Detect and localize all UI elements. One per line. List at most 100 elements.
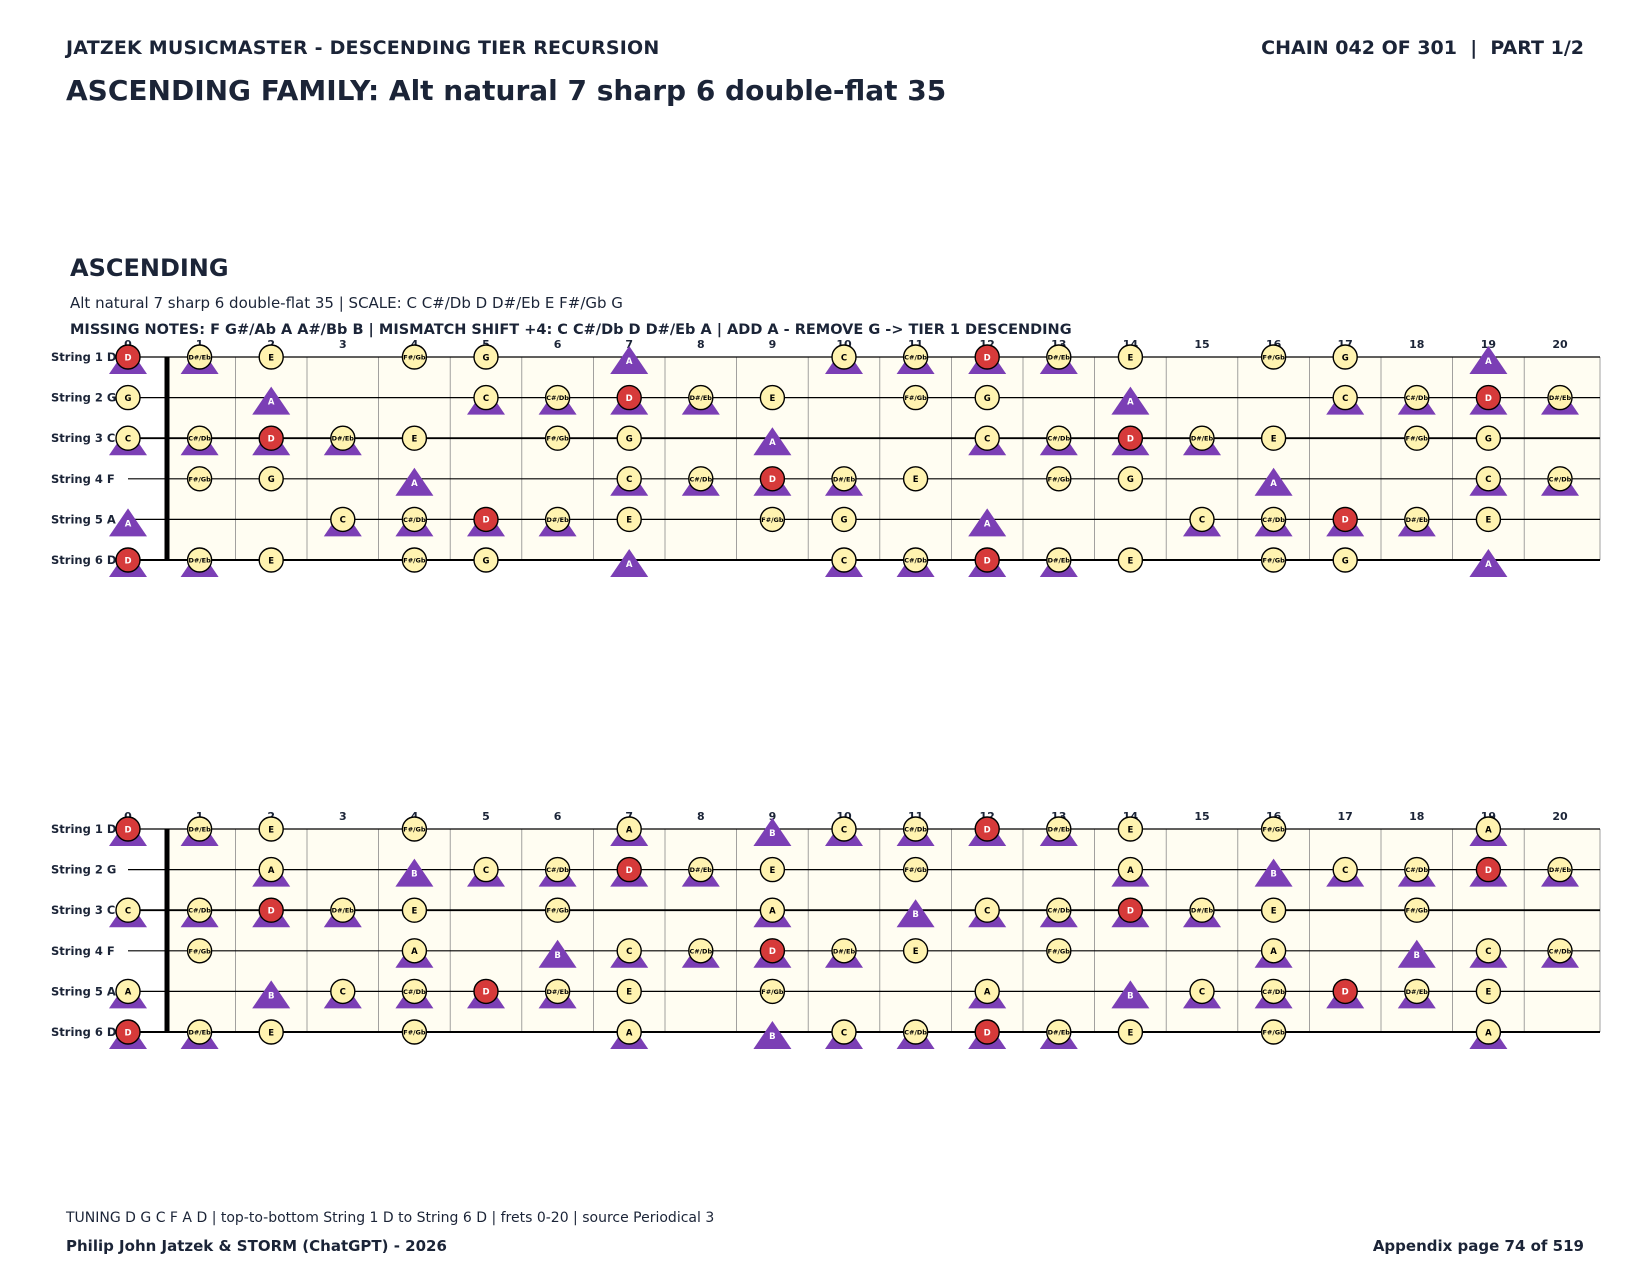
note-marker: G bbox=[974, 384, 1000, 411]
note-marker: A bbox=[1254, 938, 1293, 968]
note-label: E bbox=[268, 556, 274, 566]
root-note-circle bbox=[1332, 506, 1358, 533]
note-label: C bbox=[483, 866, 489, 876]
scale-note-circle bbox=[258, 344, 284, 370]
string-label: String 3 C bbox=[51, 431, 115, 445]
note-marker: D#/Eb bbox=[825, 938, 863, 968]
target-triangle bbox=[395, 858, 434, 887]
scale-note-circle bbox=[1189, 506, 1215, 533]
note-marker: C bbox=[323, 506, 362, 537]
note-marker: A bbox=[1469, 549, 1508, 577]
note-marker: G bbox=[473, 547, 499, 573]
scale-note-circle bbox=[902, 344, 929, 370]
string-label: String 4 F bbox=[51, 944, 115, 958]
tuning-footnote: TUNING D G C F A D | top-to-bottom Strin… bbox=[66, 1210, 715, 1226]
note-marker: D#/Eb bbox=[180, 344, 219, 374]
note-label: C#/Db bbox=[1405, 394, 1428, 402]
note-marker: E bbox=[1117, 816, 1144, 842]
note-marker: A bbox=[753, 897, 792, 928]
scale-note-circle bbox=[401, 816, 428, 842]
note-marker: D#/Eb bbox=[323, 897, 362, 928]
note-marker: E bbox=[1260, 425, 1287, 451]
fret-number: 19 bbox=[1481, 338, 1496, 351]
note-label: A bbox=[1485, 1028, 1492, 1038]
note-label: E bbox=[769, 394, 775, 404]
note-label: G bbox=[626, 435, 633, 445]
note-marker: D bbox=[252, 425, 291, 456]
note-label: G bbox=[483, 353, 490, 363]
fret-number: 20 bbox=[1552, 338, 1568, 351]
note-marker: B bbox=[538, 939, 577, 968]
note-marker: C#/Db bbox=[1254, 506, 1293, 537]
scale-note-circle bbox=[616, 506, 642, 533]
fret-number: 18 bbox=[1409, 338, 1424, 351]
fret-number: 15 bbox=[1194, 338, 1209, 351]
note-label: E bbox=[913, 947, 919, 957]
note-marker: C bbox=[1469, 938, 1508, 968]
fret-number: 17 bbox=[1338, 810, 1353, 823]
note-label: E bbox=[769, 866, 775, 876]
scale-note-circle bbox=[1046, 897, 1072, 923]
fret-number: 15 bbox=[1194, 810, 1209, 823]
fret-number: 5 bbox=[482, 810, 490, 823]
scale-note-circle bbox=[401, 897, 428, 923]
scale-note-circle bbox=[902, 547, 929, 573]
scale-note-circle bbox=[1260, 506, 1287, 533]
target-triangle bbox=[610, 346, 649, 374]
scale-note-circle bbox=[1332, 384, 1358, 411]
scale-note-circle bbox=[974, 425, 1000, 451]
scale-note-circle bbox=[688, 384, 714, 411]
note-marker: D#/Eb bbox=[1039, 547, 1078, 577]
note-label: C#/Db bbox=[403, 516, 426, 524]
note-label: D bbox=[1485, 394, 1492, 404]
note-label: C bbox=[125, 907, 131, 917]
note-label: C#/Db bbox=[904, 826, 927, 834]
note-label: D bbox=[124, 825, 131, 835]
section-heading: ASCENDING bbox=[70, 254, 229, 282]
note-label: F#/Gb bbox=[546, 435, 569, 443]
note-label: A bbox=[1127, 398, 1134, 408]
note-marker: B bbox=[753, 1021, 792, 1049]
note-marker: C bbox=[1469, 466, 1508, 496]
note-marker: C bbox=[1183, 506, 1221, 537]
scale-note-circle bbox=[186, 425, 213, 451]
note-marker: D bbox=[1326, 506, 1365, 537]
note-label: C bbox=[841, 1028, 847, 1038]
note-label: D#/Eb bbox=[1048, 826, 1071, 834]
note-marker: G bbox=[1475, 425, 1502, 451]
note-label: E bbox=[1271, 907, 1277, 917]
scale-note-circle bbox=[1046, 938, 1072, 964]
note-label: G bbox=[841, 516, 848, 526]
note-marker: A bbox=[1111, 386, 1150, 415]
note-marker: D#/Eb bbox=[1183, 425, 1221, 456]
note-label: C bbox=[483, 394, 489, 404]
scale-note-circle bbox=[1332, 344, 1358, 370]
scale-note-circle bbox=[1475, 506, 1502, 533]
note-label: C bbox=[841, 556, 847, 566]
note-marker: G bbox=[258, 466, 284, 492]
note-marker: E bbox=[1117, 1019, 1144, 1045]
note-label: D#/Eb bbox=[1048, 1029, 1071, 1037]
note-marker: G bbox=[1117, 466, 1144, 492]
note-marker: A bbox=[1111, 856, 1150, 887]
note-marker: D bbox=[753, 466, 792, 496]
note-label: G bbox=[1485, 435, 1492, 445]
root-note-circle bbox=[115, 816, 141, 842]
note-marker: B bbox=[1254, 858, 1293, 887]
note-marker: C bbox=[825, 1019, 863, 1049]
note-marker: C#/Db bbox=[1397, 384, 1436, 415]
root-note-circle bbox=[115, 1019, 141, 1045]
note-label: C#/Db bbox=[689, 947, 712, 955]
scale-note-circle bbox=[544, 506, 571, 533]
note-marker: F#/Gb bbox=[186, 938, 213, 964]
note-label: D bbox=[626, 394, 633, 404]
note-marker: C bbox=[1183, 978, 1221, 1009]
note-marker: D bbox=[467, 978, 505, 1009]
note-label: E bbox=[1127, 353, 1133, 363]
scale-note-circle bbox=[902, 938, 929, 964]
note-marker: F#/Gb bbox=[401, 1019, 428, 1045]
fret-number: 3 bbox=[339, 338, 347, 351]
string-label: String 5 A bbox=[51, 512, 116, 526]
scale-note-circle bbox=[544, 978, 571, 1005]
note-label: F#/Gb bbox=[1262, 557, 1285, 565]
